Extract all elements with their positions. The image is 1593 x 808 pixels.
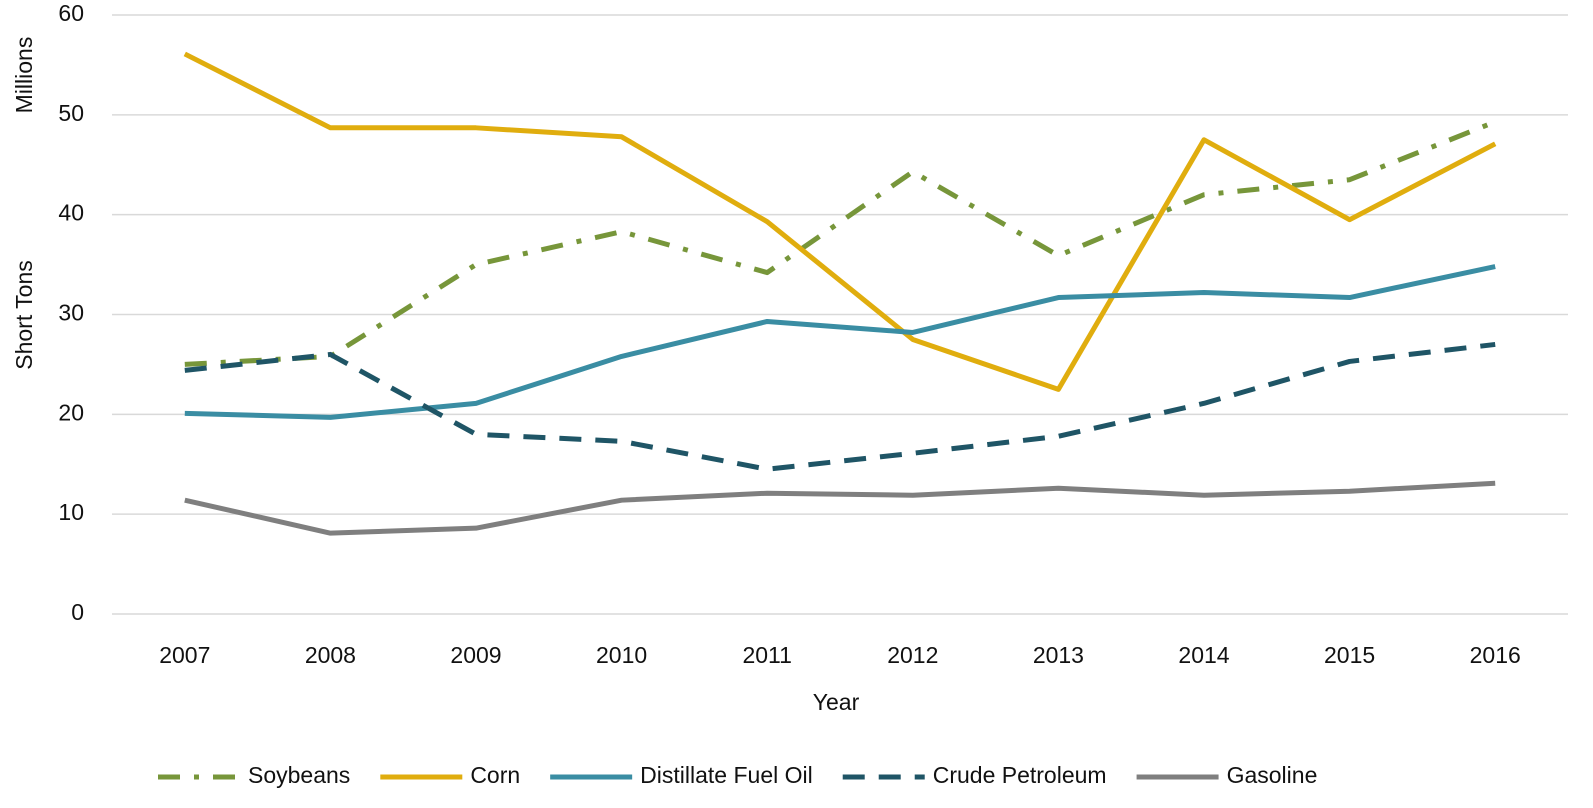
x-tick-label: 2010 [596,642,647,668]
y-tick-label: 30 [58,300,84,326]
series-line [184,119,1497,367]
x-tick-label: 2014 [1178,642,1229,668]
y-tick-label: 60 [58,0,84,26]
y-tick-label: 40 [58,200,84,226]
legend-label: Corn [470,762,520,788]
legend-label: Crude Petroleum [933,762,1107,788]
series-line [184,264,1496,420]
x-tick-label: 2013 [1033,642,1084,668]
series-line [184,341,1496,472]
y-axis-label: Short Tons [11,260,37,370]
y-unit-label: Millions [11,37,37,114]
y-tick-label: 10 [58,499,84,525]
series-line [184,480,1496,536]
legend-label: Gasoline [1227,762,1318,788]
legend-label: Distillate Fuel Oil [640,762,813,788]
y-tick-label: 50 [58,100,84,126]
y-tick-label: 0 [71,599,84,625]
y-tick-label: 20 [58,399,84,425]
x-tick-label: 2012 [887,642,938,668]
x-tick-label: 2011 [742,642,791,668]
x-tick-label: 2009 [450,642,501,668]
series-line [183,51,1497,392]
legend-label: Soybeans [248,762,350,788]
x-tick-label: 2016 [1470,642,1521,668]
x-tick-label: 2015 [1324,642,1375,668]
x-tick-label: 2008 [305,642,356,668]
x-axis-label: Year [813,689,860,715]
x-tick-label: 2007 [159,642,210,668]
